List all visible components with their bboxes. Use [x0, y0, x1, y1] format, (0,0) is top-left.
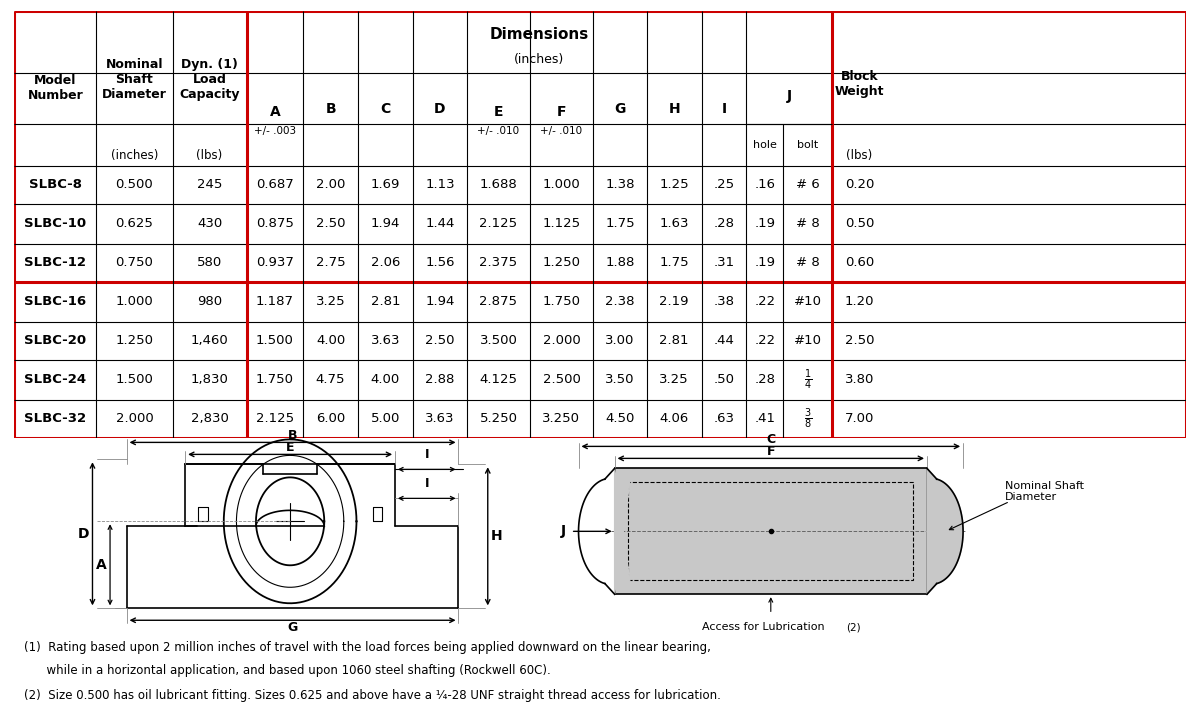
Text: SLBC-16: SLBC-16	[24, 295, 86, 308]
Text: 1,460: 1,460	[191, 334, 228, 348]
Text: 5.00: 5.00	[371, 413, 400, 426]
Text: 1.88: 1.88	[605, 256, 635, 269]
Text: 580: 580	[197, 256, 222, 269]
Text: .63: .63	[714, 413, 734, 426]
Text: G: G	[288, 620, 298, 634]
Bar	[614, 468, 926, 594]
Polygon shape	[614, 468, 630, 594]
Text: (inches): (inches)	[110, 148, 158, 161]
Text: 4.00: 4.00	[371, 374, 400, 387]
Text: (inches): (inches)	[515, 53, 565, 66]
Text: 980: 980	[197, 295, 222, 308]
Text: +/- .010: +/- .010	[478, 126, 520, 136]
Text: F: F	[767, 445, 775, 458]
Text: I: I	[425, 477, 430, 490]
Text: 2.81: 2.81	[660, 334, 689, 348]
Text: 4.125: 4.125	[480, 374, 517, 387]
Text: 2.38: 2.38	[605, 295, 635, 308]
Text: 1.250: 1.250	[115, 334, 154, 348]
Text: 1.25: 1.25	[659, 178, 689, 191]
Text: J: J	[787, 88, 792, 103]
Text: 2.50: 2.50	[316, 217, 346, 230]
Text: 1.44: 1.44	[425, 217, 455, 230]
Text: 1.250: 1.250	[542, 256, 581, 269]
Text: 2.50: 2.50	[425, 334, 455, 348]
Text: (lbs): (lbs)	[846, 148, 872, 161]
Text: A: A	[270, 105, 281, 119]
Text: 2.88: 2.88	[425, 374, 455, 387]
Text: 0.20: 0.20	[845, 178, 875, 191]
Text: 1.38: 1.38	[605, 178, 635, 191]
Text: D: D	[78, 527, 90, 541]
Text: 3.63: 3.63	[425, 413, 455, 426]
Text: 1,830: 1,830	[191, 374, 228, 387]
Text: $\mathregular{\frac{3}{8}}$: $\mathregular{\frac{3}{8}}$	[804, 407, 812, 431]
Text: 2,830: 2,830	[191, 413, 228, 426]
Text: 1.94: 1.94	[425, 295, 455, 308]
Text: 1.187: 1.187	[256, 295, 294, 308]
Text: F: F	[557, 105, 566, 119]
Text: hole: hole	[754, 140, 776, 150]
Text: Nominal
Shaft
Diameter: Nominal Shaft Diameter	[102, 58, 167, 101]
Text: 1.500: 1.500	[256, 334, 294, 348]
Text: 1.125: 1.125	[542, 217, 581, 230]
Text: 0.50: 0.50	[845, 217, 875, 230]
Text: Nominal Shaft
Diameter: Nominal Shaft Diameter	[1006, 481, 1084, 502]
Text: (2): (2)	[846, 622, 860, 632]
Text: 4.75: 4.75	[316, 374, 346, 387]
Text: +/- .003: +/- .003	[254, 126, 296, 136]
Text: H: H	[491, 529, 503, 543]
Text: .44: .44	[714, 334, 734, 348]
Text: 1.56: 1.56	[425, 256, 455, 269]
Text: 3.63: 3.63	[371, 334, 400, 348]
Text: E: E	[286, 441, 294, 454]
Text: 1.69: 1.69	[371, 178, 400, 191]
Text: 2.00: 2.00	[316, 178, 346, 191]
Text: C: C	[380, 102, 390, 116]
Text: 4.00: 4.00	[316, 334, 346, 348]
Text: 430: 430	[197, 217, 222, 230]
Text: Dyn. (1)
Load
Capacity: Dyn. (1) Load Capacity	[179, 58, 240, 101]
Text: 1.000: 1.000	[115, 295, 154, 308]
Text: 0.750: 0.750	[115, 256, 154, 269]
Text: 1.63: 1.63	[660, 217, 689, 230]
Text: # 8: # 8	[796, 217, 820, 230]
Text: SLBC-10: SLBC-10	[24, 217, 86, 230]
Text: 1.750: 1.750	[256, 374, 294, 387]
Text: Model
Number: Model Number	[28, 74, 83, 102]
Text: 2.125: 2.125	[480, 217, 517, 230]
Text: 2.875: 2.875	[480, 295, 517, 308]
Text: .22: .22	[755, 334, 775, 348]
Text: .28: .28	[714, 217, 734, 230]
Text: 0.937: 0.937	[256, 256, 294, 269]
Text: G: G	[614, 102, 625, 116]
Text: .16: .16	[755, 178, 775, 191]
Text: Dimensions: Dimensions	[490, 27, 589, 42]
Text: 2.06: 2.06	[371, 256, 400, 269]
Text: 1.75: 1.75	[659, 256, 689, 269]
Text: $\mathregular{\frac{1}{4}}$: $\mathregular{\frac{1}{4}}$	[804, 368, 812, 392]
Text: 0.625: 0.625	[115, 217, 154, 230]
Text: SLBC-24: SLBC-24	[24, 374, 86, 387]
Text: # 6: # 6	[796, 178, 820, 191]
Text: SLBC-12: SLBC-12	[24, 256, 86, 269]
Text: A: A	[96, 557, 107, 572]
Text: (2)  Size 0.500 has oil lubricant fitting. Sizes 0.625 and above have a ¹⁄₄-28 U: (2) Size 0.500 has oil lubricant fitting…	[24, 689, 721, 702]
Text: 3.00: 3.00	[605, 334, 635, 348]
Text: 3.50: 3.50	[605, 374, 635, 387]
Text: 1.000: 1.000	[542, 178, 581, 191]
Text: 3.25: 3.25	[316, 295, 346, 308]
Text: 0.500: 0.500	[115, 178, 154, 191]
Text: D: D	[434, 102, 445, 116]
Text: 3.25: 3.25	[659, 374, 689, 387]
Text: I: I	[721, 102, 726, 116]
Text: I: I	[425, 448, 430, 461]
Text: B: B	[288, 429, 298, 442]
Text: #10: #10	[794, 295, 822, 308]
Bar	[629, 482, 913, 581]
Text: 2.50: 2.50	[845, 334, 875, 348]
Text: SLBC-8: SLBC-8	[29, 178, 82, 191]
Text: (lbs): (lbs)	[197, 148, 223, 161]
Text: 1.75: 1.75	[605, 217, 635, 230]
Text: 7.00: 7.00	[845, 413, 875, 426]
